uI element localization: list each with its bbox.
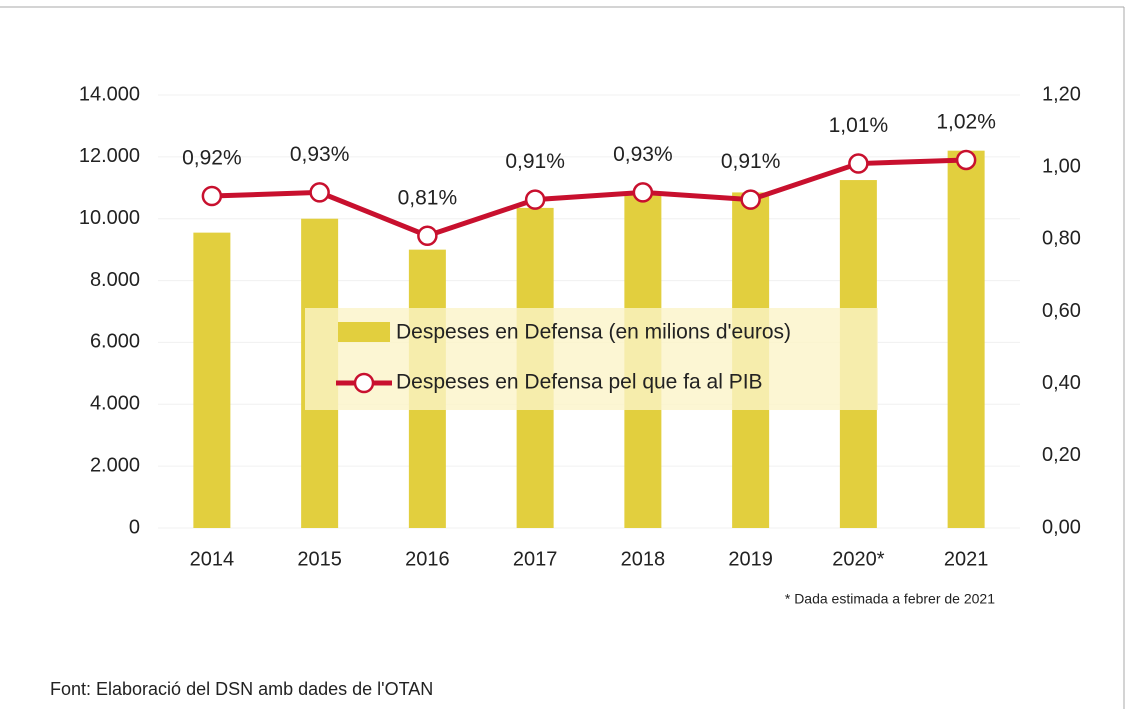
- data-label: 0,91%: [721, 150, 781, 173]
- y2-tick-label: 0,80: [1042, 228, 1081, 250]
- legend-label: Despeses en Defensa (en milions d'euros): [396, 321, 791, 344]
- bar: [947, 150, 985, 528]
- line: [211, 157, 967, 239]
- marker: [955, 149, 977, 171]
- y-tick-label: 2.000: [90, 454, 140, 476]
- y2-tick-label: 0,60: [1042, 300, 1081, 322]
- y2-tick-label: 0,40: [1042, 372, 1081, 394]
- data-label: 0,91%: [505, 150, 565, 173]
- marker: [632, 182, 654, 203]
- x-tick-label: 2020*: [832, 548, 884, 570]
- y-tick-label: 10.000: [79, 207, 140, 229]
- data-label: 0,93%: [290, 143, 350, 166]
- x-tick-label: 2021: [944, 548, 989, 570]
- y2-tick-label: 1,20: [1042, 83, 1081, 105]
- y-tick-label: 0: [129, 516, 140, 538]
- bar: [193, 232, 231, 528]
- legend-box: [305, 308, 878, 410]
- legend-swatch: [338, 322, 390, 342]
- y2-tick-label: 0,20: [1042, 444, 1081, 466]
- y-tick-label: 14.000: [79, 83, 140, 105]
- y-tick-label: 8.000: [90, 269, 140, 291]
- x-tick-label: 2019: [728, 548, 773, 570]
- marker: [524, 189, 546, 210]
- y2-tick-label: 1,00: [1042, 155, 1081, 177]
- legend-marker: [353, 372, 375, 394]
- footnote: * Dada estimada a febrer de 2021: [785, 591, 995, 607]
- y-tick-label: 12.000: [79, 145, 140, 167]
- y2-tick-label: 0,00: [1042, 516, 1081, 538]
- legend-label: Despeses en Defensa pel que fa al PIB: [396, 371, 763, 394]
- y-tick-label: 4.000: [90, 393, 140, 415]
- data-label: 0,81%: [398, 186, 458, 209]
- data-label: 0,92%: [182, 147, 242, 170]
- data-label: 1,01%: [829, 114, 889, 137]
- data-label: 1,02%: [936, 110, 996, 133]
- x-tick-label: 2014: [190, 548, 235, 570]
- marker: [417, 225, 438, 246]
- marker: [848, 153, 869, 174]
- data-label: 0,93%: [613, 143, 673, 166]
- marker: [309, 182, 330, 203]
- x-tick-label: 2018: [621, 548, 666, 570]
- y-tick-label: 6.000: [90, 331, 140, 353]
- marker: [201, 185, 223, 207]
- x-tick-label: 2016: [405, 548, 450, 570]
- x-tick-label: 2017: [513, 548, 558, 570]
- marker: [740, 189, 761, 210]
- source: Font: Elaboració del DSN amb dades de l'…: [50, 679, 433, 699]
- x-tick-label: 2015: [297, 548, 342, 570]
